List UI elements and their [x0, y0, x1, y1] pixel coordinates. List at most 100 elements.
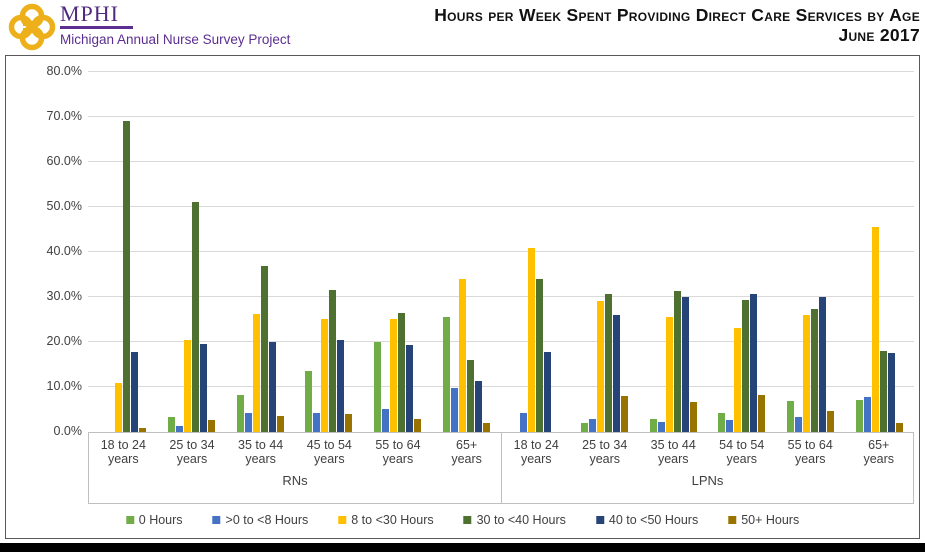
bar — [199, 344, 207, 432]
bar — [787, 400, 795, 432]
bar — [374, 342, 382, 432]
legend-label: 0 Hours — [138, 513, 183, 527]
bar — [130, 352, 138, 432]
bar — [689, 401, 697, 432]
bar — [681, 297, 689, 432]
bar — [588, 418, 596, 432]
header: MPHI Michigan Annual Nurse Survey Projec… — [0, 0, 925, 54]
bar — [114, 382, 122, 432]
category-label: 18 to 24 years — [513, 438, 559, 466]
bar-group — [432, 72, 501, 432]
legend-label: >0 to <8 Hours — [225, 513, 309, 527]
bar — [345, 413, 353, 432]
category-label: 55 to 64 years — [375, 438, 421, 466]
bar — [244, 413, 252, 432]
bar — [451, 388, 459, 432]
y-tick-label: 10.0% — [46, 379, 82, 393]
legend-label: 50+ Hours — [741, 513, 800, 527]
bottom-bar — [0, 543, 925, 552]
bar — [252, 313, 260, 432]
bar — [742, 300, 750, 432]
x-axis-labels: 18 to 24 years 25 to 34 years 35 to 44 years 4… — [88, 432, 914, 504]
bar — [519, 412, 527, 432]
bar — [276, 415, 284, 432]
plot-area — [88, 71, 914, 432]
bar — [138, 427, 146, 432]
legend-label: 40 to <50 Hours — [608, 513, 699, 527]
bar — [321, 319, 329, 432]
bar — [337, 339, 345, 432]
y-tick-label: 50.0% — [46, 199, 82, 213]
y-tick-label: 60.0% — [46, 154, 82, 168]
bar — [268, 342, 276, 432]
y-tick-label: 70.0% — [46, 109, 82, 123]
bar-group — [501, 72, 570, 432]
y-tick-label: 80.0% — [46, 64, 82, 78]
bar — [750, 293, 758, 432]
bar — [398, 312, 406, 432]
gridline — [88, 296, 914, 297]
bar — [758, 395, 766, 432]
legend-swatch-icon — [728, 516, 737, 524]
bar — [856, 399, 864, 432]
bar — [236, 394, 244, 432]
gridline — [88, 116, 914, 117]
legend-item: 50+ Hours — [728, 513, 799, 527]
category-label: 65+ years — [451, 438, 482, 466]
bar — [795, 416, 803, 432]
chart-title-block: Hours per Week Spent Providing Direct Ca… — [434, 5, 920, 45]
bar — [207, 420, 215, 432]
bar — [122, 121, 130, 432]
axis-section: 18 to 24 years 25 to 34 years 35 to 44 years 4… — [89, 433, 501, 503]
bar — [483, 423, 491, 432]
legend-item: 30 to <40 Hours — [463, 513, 566, 527]
bar — [718, 412, 726, 432]
legend-swatch-icon — [463, 516, 472, 524]
bar-group — [226, 72, 295, 432]
axis-section: 18 to 24 years 25 to 34 years 35 to 44 years 5… — [501, 433, 913, 503]
bar — [665, 317, 673, 432]
bar — [382, 408, 390, 432]
gridline — [88, 71, 914, 72]
bar — [459, 278, 467, 432]
bar — [475, 381, 483, 432]
bar-group — [845, 72, 914, 432]
bar — [406, 344, 414, 432]
bar — [390, 318, 398, 432]
y-axis-labels: 0.0% 10.0% 20.0% 30.0% 40.0% 50.0% 60.0% 70.0% 8… — [6, 64, 82, 438]
bar — [803, 315, 811, 432]
category-label: 35 to 44 years — [650, 438, 696, 466]
bar — [888, 353, 896, 432]
mphi-acronym: MPHI — [60, 3, 134, 29]
bar — [313, 412, 321, 432]
bar — [880, 350, 888, 432]
chart-date: June 2017 — [838, 25, 920, 45]
legend-swatch-icon — [212, 516, 221, 524]
chart-frame: 0.0% 10.0% 20.0% 30.0% 40.0% 50.0% 60.0% 70.0% 8… — [5, 55, 920, 539]
bar-group — [639, 72, 708, 432]
bar — [827, 410, 835, 432]
bar — [467, 360, 475, 432]
bar — [864, 396, 872, 432]
bar — [167, 416, 175, 432]
bar — [649, 418, 657, 432]
legend-swatch-icon — [338, 516, 347, 524]
bar-group — [88, 72, 157, 432]
bar — [726, 419, 734, 432]
category-label: 55 to 64 years — [787, 438, 833, 466]
bar-group — [363, 72, 432, 432]
bar — [811, 309, 819, 432]
bar — [612, 314, 620, 432]
legend-label: 8 to <30 Hours — [351, 513, 434, 527]
bar — [305, 370, 313, 432]
bar — [414, 418, 422, 432]
legend-item: >0 to <8 Hours — [212, 513, 309, 527]
gridline — [88, 161, 914, 162]
bar-group — [708, 72, 777, 432]
chart-title: Hours per Week Spent Providing Direct Ca… — [434, 5, 920, 25]
bar — [191, 201, 199, 432]
bar — [175, 425, 183, 432]
legend-swatch-icon — [595, 516, 604, 524]
category-label: 65+ years — [863, 438, 895, 466]
bar — [443, 316, 451, 432]
